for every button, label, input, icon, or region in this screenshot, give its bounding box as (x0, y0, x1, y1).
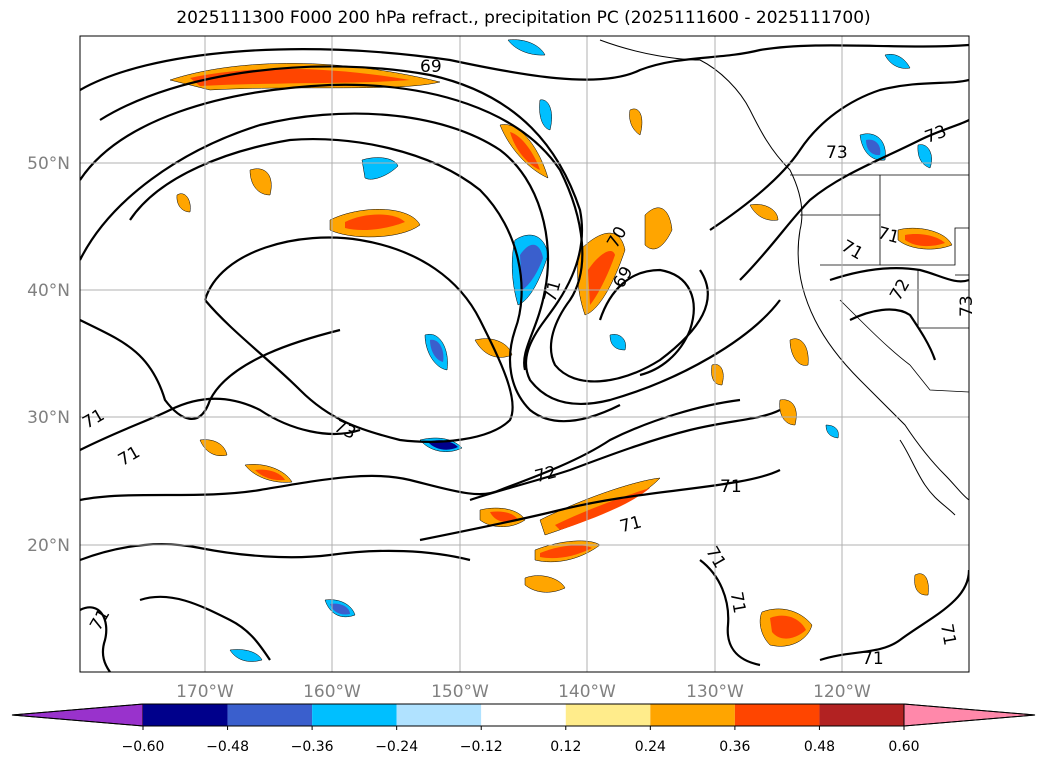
contour-label: 71 (726, 590, 749, 615)
contour-label: 71 (936, 622, 959, 647)
colorbar-tick-label: 0.60 (888, 739, 919, 755)
coastlines (599, 39, 969, 516)
colorbar-extend-high (903, 703, 1036, 727)
light-blue-fields (229, 39, 932, 662)
contour-label: 71 (701, 543, 729, 572)
colorbar-ticks: −0.60 −0.48 −0.36 −0.24 −0.12 0.12 0.24 0.36 0.4… (122, 726, 920, 755)
contour-label: 71 (875, 223, 901, 248)
colorbar-tick-label: 0.48 (804, 739, 835, 755)
contour-label: 72 (886, 276, 914, 305)
contour-label: 71 (862, 649, 884, 669)
colorbar-extend-low (11, 703, 144, 727)
contour-label: 72 (533, 462, 559, 487)
political-borders (790, 174, 969, 393)
contour-label: 71 (541, 278, 566, 304)
lat-label: 20°N (27, 536, 70, 556)
colorbar-bin (481, 704, 566, 726)
lat-label: 40°N (27, 281, 70, 301)
contour-label: 73 (826, 143, 848, 163)
blue-fields (330, 139, 881, 615)
colorbar-tick-label: 0.12 (550, 739, 581, 755)
lon-label: 130°W (686, 682, 744, 702)
map-content (80, 39, 969, 672)
colorbar-tick-label: 0.24 (635, 739, 666, 755)
map-title: 2025111300 F000 200 hPa refract., precip… (176, 8, 871, 28)
colorbar-tick-label: −0.60 (122, 739, 165, 755)
colorbar-bin (650, 704, 735, 726)
lat-label: 30°N (27, 408, 70, 428)
colorbar-bin (396, 704, 482, 726)
colorbar-bin (565, 704, 651, 726)
colorbar-bin (734, 704, 820, 726)
colorbar-tick-label: 0.36 (719, 739, 750, 755)
contour-label: 73 (922, 122, 949, 148)
latitude-labels: 50°N 40°N 30°N 20°N (27, 154, 70, 556)
lat-label: 50°N (27, 154, 70, 174)
lon-label: 150°W (431, 682, 489, 702)
lon-label: 160°W (303, 682, 361, 702)
colorbar-bin (143, 704, 228, 726)
lon-label: 120°W (813, 682, 871, 702)
colorbar-tick-label: −0.36 (291, 739, 334, 755)
contour-label: 71 (618, 512, 644, 537)
colorbar-bin (312, 704, 397, 726)
contour-label: 71 (720, 477, 742, 497)
contour-label: 71 (79, 405, 108, 433)
contour-label: 73 (331, 417, 359, 444)
colorbar-bin (227, 704, 313, 726)
lon-label: 140°W (558, 682, 616, 702)
colorbar-tick-label: −0.12 (460, 739, 503, 755)
contour-label: 71 (86, 606, 114, 635)
graticule (80, 36, 969, 672)
lon-label: 170°W (176, 682, 234, 702)
map-frame (79, 35, 970, 673)
contour-label: 71 (115, 442, 144, 470)
colorbar-tick-label: −0.48 (206, 739, 249, 755)
colorbar (11, 703, 1036, 727)
colorbar-bin (819, 704, 904, 726)
contour-label: 73 (957, 295, 977, 317)
longitude-labels: 170°W 160°W 150°W 140°W 130°W 120°W (176, 682, 871, 702)
colorbar-tick-label: −0.24 (375, 739, 418, 755)
contour-label: 69 (420, 57, 442, 77)
